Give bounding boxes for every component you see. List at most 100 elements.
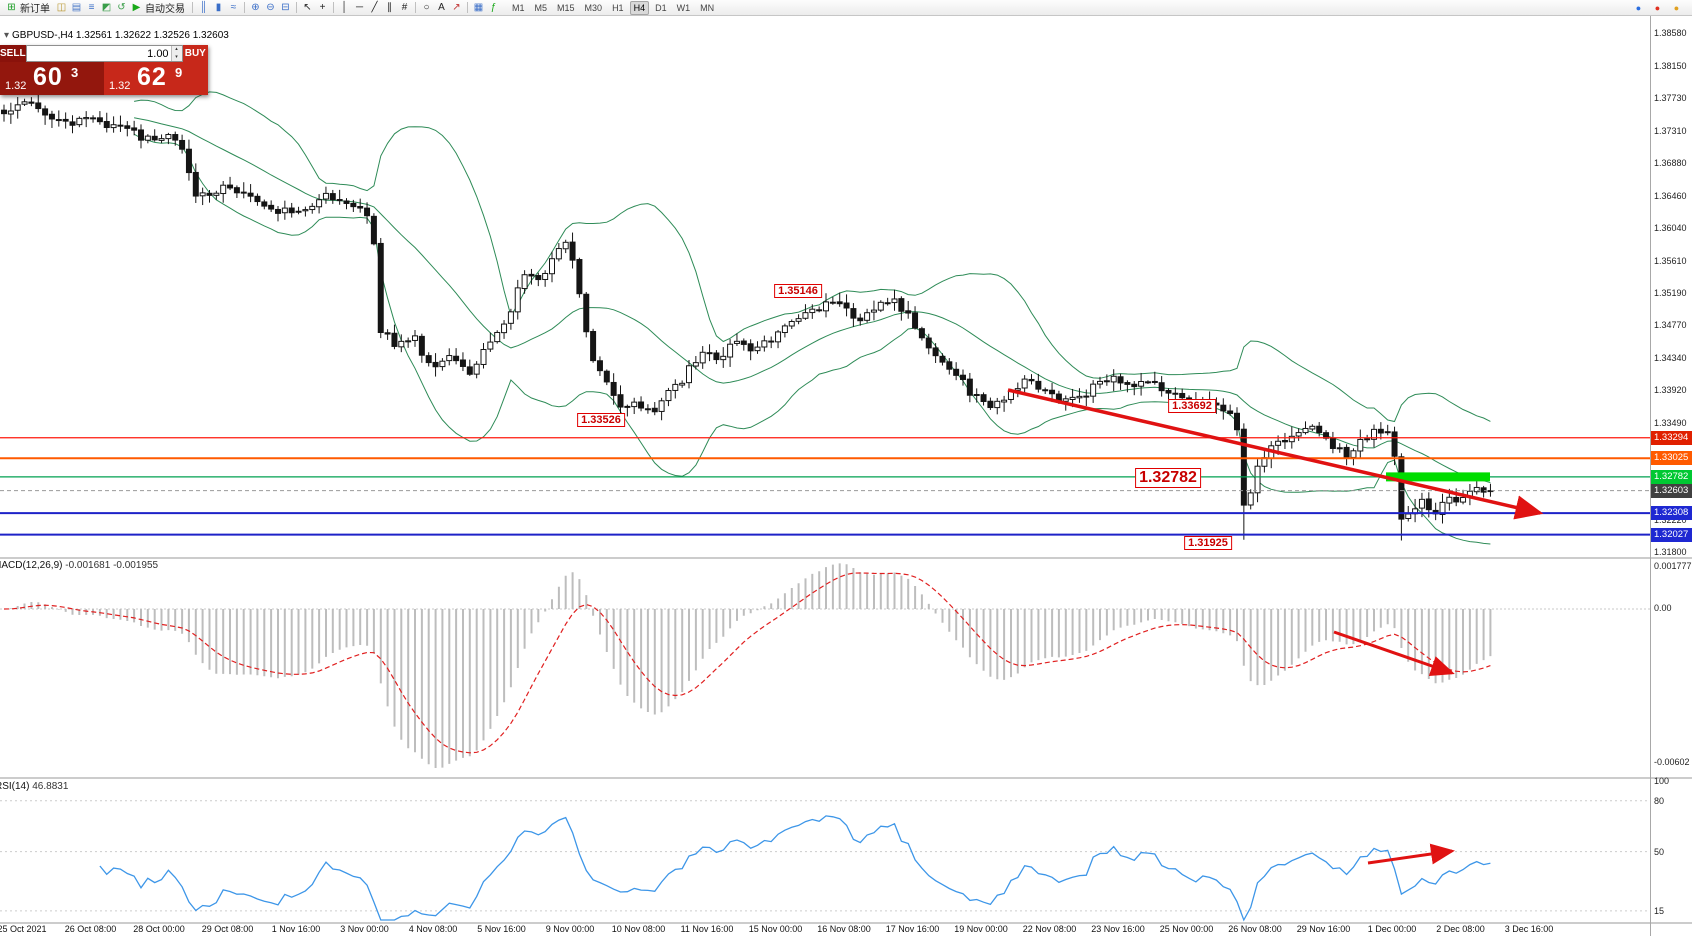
horizontal-line-icon[interactable]: ─ [355,2,364,13]
profiles-icon[interactable]: ▤ [71,2,82,13]
channel-icon[interactable]: ∥ [387,2,392,13]
time-axis-label: 3 Nov 00:00 [340,924,389,934]
toolbar: ⊞ 新订单 ◫ ▤ ≡ ◩ ↺ ▶ 自动交易 ║ ▮ ≈ ⊕ ⊖ ⊟ ↖ + │ ─ ╱ ∥ # ○ A ↗ ▦ ƒ M1 M5 M15… [0,0,1692,16]
trend-arrow[interactable] [1333,630,1455,677]
price-scale[interactable]: 1.38580 1.38150 1.37730 1.37310 1.36880 1.364… [1650,16,1692,936]
price-scale-label: 1.33920 [1654,384,1687,395]
new-order-button-label[interactable]: 新订单 [20,4,50,15]
shapes-icon[interactable]: ○ [423,2,430,13]
zoom-out-icon[interactable]: ⊖ [266,2,275,13]
timeframe-m30-button[interactable]: M30 [584,2,603,13]
zoom-in-icon[interactable]: ⊕ [251,2,260,13]
crosshair-icon[interactable]: + [319,2,326,13]
trendline-icon[interactable]: ╱ [371,2,378,13]
time-axis-label: 26 Oct 08:00 [64,924,117,934]
timeframe-m15-button[interactable]: M15 [557,2,575,13]
time-axis-label: 5 Nov 16:00 [477,924,526,934]
price-scale-label: 1.36880 [1654,158,1687,169]
time-axis-label: 11 Nov 16:00 [680,924,734,934]
bb-middle-band [134,117,1491,484]
time-axis-label: 1 Dec 00:00 [1367,924,1417,934]
fibonacci-icon[interactable]: # [401,2,408,13]
sell-button[interactable]: SELL [0,45,26,62]
timeframe-h4-button[interactable]: H4 [629,0,650,15]
search-icon[interactable]: ● [1635,2,1642,13]
time-axis-label: 10 Nov 08:00 [611,924,666,934]
support-zone-rect[interactable] [1386,472,1490,482]
price-callout-label[interactable]: 1.33526 [577,413,625,427]
vertical-line-icon[interactable]: │ [341,2,348,13]
price-scale-label: 1.38150 [1654,61,1687,72]
timeframe-h1-button[interactable]: H1 [612,2,624,13]
rsi-label: RSI(14) 46.8831 [0,781,68,792]
price-callout-label[interactable]: 1.32782 [1135,468,1201,488]
macd-scale-label: 0.00 [1654,603,1672,613]
price-callout-label[interactable]: 1.33692 [1168,399,1216,413]
volume-down-icon[interactable]: ▾ [171,53,182,61]
rsi-name: RSI(14) [0,781,30,792]
cursor-icon[interactable]: ↖ [303,2,312,13]
rsi-scale-label: 15 [1654,905,1665,916]
time-axis-label: 28 Oct 00:00 [133,924,185,934]
price-tag: 1.32308 [1651,506,1692,521]
buy-price-sup: 9 [175,65,183,80]
macd-values: -0.001681 -0.001955 [65,560,159,571]
price-callout-label[interactable]: 1.35146 [774,284,822,298]
candlestick-chart-icon[interactable]: ▮ [215,2,222,13]
time-axis-label: 17 Nov 16:00 [885,924,940,934]
macd-signal-line [3,572,1491,754]
tile-windows-icon[interactable]: ⊟ [281,2,290,13]
notification-icon[interactable]: ● [1654,2,1661,13]
timeframe-w1-button[interactable]: W1 [676,2,691,13]
toolbar-separator [192,2,193,13]
chart-window-icon[interactable]: ◫ [56,2,67,13]
time-axis-label: 3 Dec 16:00 [1504,924,1554,934]
price-tag: 1.32782 [1651,469,1692,484]
price-scale-label: 1.31800 [1654,547,1687,557]
autotrade-button[interactable]: ▶ [132,2,141,13]
buy-button[interactable]: BUY [182,45,208,62]
bar-chart-icon[interactable]: ║ [199,2,208,13]
autotrade-button-label[interactable]: 自动交易 [145,4,185,15]
timeframe-mn-button[interactable]: MN [700,2,715,13]
buy-price-panel[interactable]: 1.32 62 9 [104,62,208,95]
price-tag: 1.32027 [1651,527,1692,542]
arrow-marker-icon[interactable]: ↗ [452,2,461,13]
time-axis-label: 16 Nov 08:00 [817,924,871,934]
navigator-icon[interactable]: ◩ [101,2,112,13]
toolbar-buttons: ⊞ 新订单 ◫ ▤ ≡ ◩ ↺ ▶ 自动交易 ║ ▮ ≈ ⊕ ⊖ ⊟ ↖ + │ ─ ╱ ∥ # ○ A ↗ ▦ ƒ [4,0,501,15]
line-chart-icon[interactable]: ≈ [230,2,237,13]
timeframe-m1-button[interactable]: M1 [512,2,525,13]
time-axis[interactable]: 25 Oct 2021 26 Oct 08:00 28 Oct 00:00 29 Oc… [0,924,1650,936]
volume-up-icon[interactable]: ▴ [171,46,182,54]
trend-arrow[interactable] [1367,843,1455,865]
sell-price-panel[interactable]: 1.32 60 3 [0,62,104,95]
alert-icon[interactable]: ● [1673,2,1680,13]
text-icon[interactable]: A [438,2,445,13]
grid-icon[interactable]: ▦ [473,2,484,13]
price-tag: 1.33025 [1651,451,1692,466]
buy-price-big: 62 [137,63,167,91]
timeframe-m5-button[interactable]: M5 [534,2,548,13]
rsi-scale-label: 100 [1654,776,1670,786]
time-axis-label: 26 Nov 08:00 [1228,924,1282,934]
indicators-icon[interactable]: ƒ [490,2,497,13]
buy-price-small: 1.32 [109,80,131,92]
timeframe-d1-button[interactable]: D1 [655,2,667,13]
trend-arrow[interactable] [1007,388,1544,520]
price-scale-label: 1.36040 [1654,222,1687,233]
ohlc-text: GBPUSD-,H4 1.32561 1.32622 1.32526 1.326… [12,30,229,41]
volume-input[interactable] [26,46,171,61]
price-scale-label: 1.34770 [1654,319,1687,330]
price-scale-label: 1.36460 [1654,190,1687,201]
price-callout-label[interactable]: 1.31925 [1184,536,1232,550]
time-axis-label: 15 Nov 00:00 [748,924,803,934]
collapse-one-click-icon[interactable]: ▾ [4,30,10,41]
refresh-icon[interactable]: ↺ [117,2,126,13]
time-axis-label: 19 Nov 00:00 [954,924,1008,934]
new-order-button[interactable]: ⊞ [7,2,16,13]
market-watch-icon[interactable]: ≡ [88,2,95,13]
toolbar-separator [296,2,297,13]
